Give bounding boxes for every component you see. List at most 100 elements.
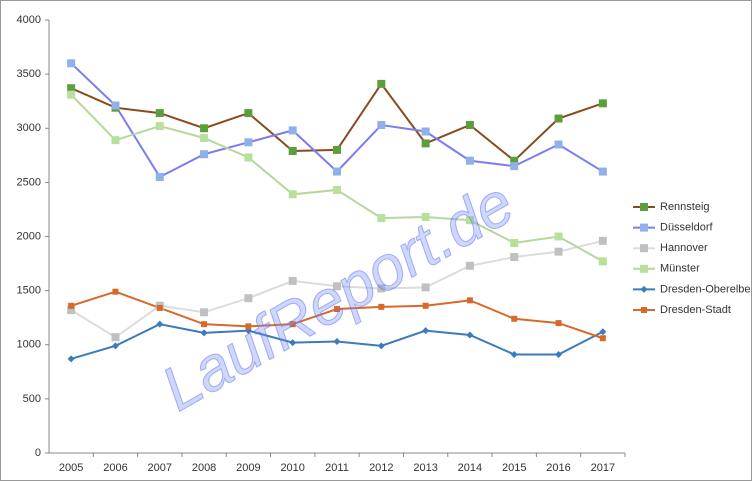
marker xyxy=(640,203,648,211)
marker xyxy=(244,294,253,303)
marker xyxy=(640,285,648,293)
y-tick-label: 4000 xyxy=(17,14,41,26)
marker xyxy=(554,232,563,241)
marker xyxy=(288,276,297,285)
marker xyxy=(554,247,563,256)
marker xyxy=(377,342,385,350)
x-tick-label: 2016 xyxy=(546,462,570,474)
marker xyxy=(466,297,473,304)
marker xyxy=(421,283,430,292)
marker xyxy=(598,236,607,245)
marker xyxy=(67,306,76,315)
marker xyxy=(511,315,518,322)
x-tick-label: 2011 xyxy=(325,462,349,474)
marker xyxy=(599,335,606,342)
marker xyxy=(244,153,253,162)
marker xyxy=(377,121,386,130)
marker xyxy=(378,303,385,310)
marker xyxy=(465,261,474,270)
marker xyxy=(112,288,119,295)
marker xyxy=(510,238,519,247)
marker xyxy=(377,284,386,293)
marker xyxy=(466,331,474,339)
y-tick-label: 0 xyxy=(35,447,41,459)
x-tick-label: 2014 xyxy=(458,462,482,474)
x-tick-label: 2013 xyxy=(413,462,437,474)
marker xyxy=(200,329,208,337)
marker xyxy=(510,253,519,262)
marker xyxy=(421,213,430,222)
marker xyxy=(200,133,209,142)
marker xyxy=(288,146,297,155)
marker xyxy=(555,320,562,327)
legend-label: Münster xyxy=(660,263,700,275)
marker xyxy=(421,127,430,136)
marker xyxy=(333,185,341,194)
marker xyxy=(201,321,208,328)
y-tick-label: 500 xyxy=(23,393,41,405)
marker xyxy=(640,264,648,273)
marker xyxy=(334,306,340,313)
marker xyxy=(510,162,519,171)
marker xyxy=(68,302,75,309)
marker xyxy=(640,244,648,253)
y-tick-label: 3500 xyxy=(17,68,41,80)
marker xyxy=(111,342,119,350)
marker xyxy=(554,114,563,123)
marker xyxy=(67,84,76,93)
x-tick-label: 2005 xyxy=(59,462,83,474)
x-tick-label: 2008 xyxy=(192,462,216,474)
y-tick-label: 1500 xyxy=(17,285,41,297)
marker xyxy=(465,216,474,225)
marker xyxy=(377,214,386,223)
marker xyxy=(599,328,607,336)
marker xyxy=(156,304,163,311)
marker xyxy=(200,150,209,159)
marker xyxy=(111,101,120,110)
x-tick-label: 2009 xyxy=(236,462,260,474)
marker xyxy=(598,257,607,266)
marker xyxy=(422,302,429,309)
marker xyxy=(111,333,120,342)
marker xyxy=(155,172,164,181)
x-tick-label: 2006 xyxy=(103,462,127,474)
marker xyxy=(641,307,647,313)
marker xyxy=(465,156,474,165)
marker xyxy=(421,139,430,148)
x-tick-label: 2017 xyxy=(591,462,615,474)
marker xyxy=(200,124,209,133)
legend-label: Dresden-Stadt xyxy=(660,304,731,316)
marker xyxy=(244,109,253,118)
marker xyxy=(288,190,297,199)
marker xyxy=(555,350,563,358)
marker xyxy=(598,99,607,108)
legend-label: Düsseldorf xyxy=(660,222,714,234)
marker xyxy=(333,338,341,346)
marker xyxy=(67,90,76,99)
x-tick-label: 2010 xyxy=(280,462,304,474)
marker xyxy=(333,282,341,291)
marker xyxy=(289,339,297,347)
marker xyxy=(288,126,297,135)
marker xyxy=(156,320,164,328)
marker xyxy=(422,327,430,335)
y-tick-label: 3000 xyxy=(17,122,41,134)
marker xyxy=(510,350,518,358)
x-tick-label: 2007 xyxy=(148,462,172,474)
marker xyxy=(510,156,519,165)
marker xyxy=(67,355,75,363)
x-tick-label: 2012 xyxy=(369,462,393,474)
marker xyxy=(333,145,341,154)
marker xyxy=(111,136,120,145)
marker xyxy=(200,308,209,317)
x-tick-label: 2015 xyxy=(502,462,526,474)
y-tick-label: 2000 xyxy=(17,230,41,242)
legend-label: Dresden-Oberelbe xyxy=(660,283,751,295)
legend-label: Hannover xyxy=(660,242,708,254)
marker xyxy=(244,138,253,147)
y-tick-label: 2500 xyxy=(17,176,41,188)
y-tick-label: 1000 xyxy=(17,339,41,351)
legend-label: Rennsteig xyxy=(660,201,710,213)
